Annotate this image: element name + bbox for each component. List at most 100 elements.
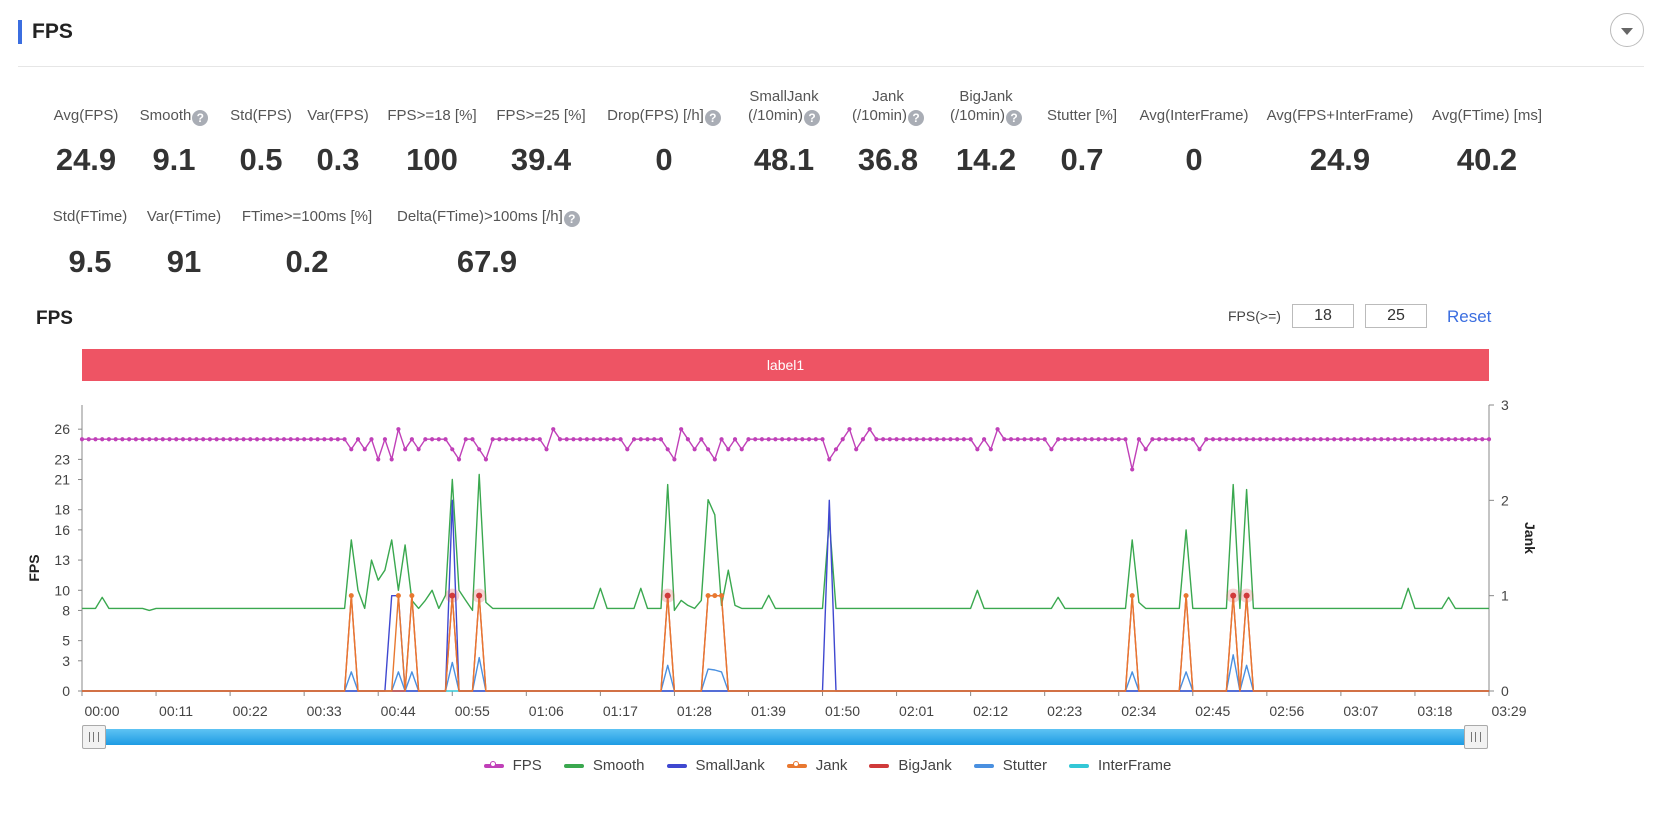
fps-point [86,437,91,442]
fps-point [362,447,367,452]
fps-point [921,437,926,442]
zoom-slider-track[interactable] [85,729,1485,745]
legend-label: Jank [815,757,848,774]
fps-point [746,437,751,442]
help-icon[interactable]: ? [704,110,721,126]
fps-point [1305,437,1310,442]
help-icon[interactable]: ? [804,110,820,126]
fps-point [1015,437,1020,442]
fps-point [254,437,260,442]
grip-icon [89,732,99,742]
fps-point [1069,437,1074,442]
fps-point [167,437,172,442]
jank-point [719,593,725,599]
fps-threshold-input-2[interactable]: 25 [1365,304,1427,328]
legend-label: FPS [512,757,542,774]
legend-item-jank[interactable]: Jank [786,757,848,774]
legend-item-fps[interactable]: FPS [483,757,542,774]
bigjank-point [1243,592,1250,599]
left-axis-title: FPS [26,554,42,581]
reset-link[interactable]: Reset [1447,307,1492,326]
fps-point [705,447,711,452]
fps-point [355,437,361,442]
fps-point [598,437,603,442]
zoom-slider-right-handle[interactable] [1464,725,1488,749]
legend-swatch-icon [786,760,807,768]
zoom-slider-left-handle[interactable] [82,725,106,749]
x-tick-label: 01:50 [825,703,860,719]
fps-point [470,437,475,442]
series-line-smalljank [82,499,1489,692]
fps-point [1204,437,1209,442]
legend-swatch-icon [1068,763,1089,768]
fps-point [127,437,132,442]
legend-item-bigjank[interactable]: BigJank [869,757,952,774]
fps-point [1089,437,1094,442]
metric-value: 48.1 [753,142,815,177]
metric-fps-25: FPS>=25 [%] 39.4 [451,106,631,177]
fps-point [1466,437,1471,442]
legend-item-stutter[interactable]: Stutter [973,757,1047,774]
fps-point [780,437,785,442]
legend-item-smooth[interactable]: Smooth [563,757,645,774]
fps-point [739,447,744,452]
metric-label: BigJank (/10min)? [896,87,1076,126]
fps-point [477,447,482,452]
fps-point [1056,437,1061,442]
label-band[interactable]: label1 [82,349,1489,381]
metric-var-fps: Var(FPS) 0.3 [248,106,428,177]
right-tick-label: 2 [1501,492,1509,508]
fps-point [618,437,623,442]
metric-value: 0.7 [1060,142,1104,177]
fps-point [753,437,758,442]
fps-point [497,437,502,442]
metric-label-text: Std(FTime) [52,208,128,225]
fps-point [591,437,596,442]
help-icon[interactable]: ? [1006,110,1022,126]
fps-point [207,437,213,442]
fps-point [1345,437,1350,442]
series-line-smooth [82,473,1489,612]
metric-drop-fps-h: Drop(FPS) [/h]? 0 [574,106,754,177]
legend-item-interframe[interactable]: InterFrame [1068,757,1171,774]
help-icon[interactable]: ? [192,110,209,126]
help-icon[interactable]: ? [563,211,580,227]
fps-point [1264,437,1269,442]
fps-point [483,457,489,462]
section-title: FPS [32,20,73,43]
fps-point [1433,437,1438,442]
left-tick-label: 13 [54,552,70,568]
right-tick-label: 0 [1501,683,1509,699]
fps-point [840,437,845,442]
fps-point [382,437,388,442]
bigjank-point [1230,592,1237,599]
fps-point [403,447,408,452]
x-tick-label: 01:28 [677,703,712,719]
legend-item-smalljank[interactable]: SmallJank [666,757,765,774]
fps-point [854,447,859,452]
fps-point [234,437,239,442]
fps-point [342,437,347,442]
fps-point [268,437,273,442]
fps-point [1042,437,1047,442]
fps-point [322,437,327,442]
fps-point [584,437,590,442]
fps-threshold-input-1[interactable]: 18 [1292,304,1354,328]
metric-label-text: FPS>=25 [%] [496,107,586,124]
help-icon[interactable]: ? [908,110,924,126]
fps-point [308,437,313,442]
collapse-button[interactable] [1610,13,1644,47]
metric-label-text: Smooth [139,107,192,124]
section-accent-bar [18,20,22,44]
fps-point [1332,437,1337,442]
metric-value: 24.9 [55,142,117,177]
fps-point [968,437,973,442]
metric-avg-ftime-ms: Avg(FTime) [ms] 40.2 [1397,106,1577,177]
fps-point [672,457,677,462]
fps-point [759,437,765,442]
fps-point [1002,437,1007,442]
metric-value: 9.5 [68,244,112,279]
fps-point [1365,437,1370,442]
fps-point [1406,437,1411,442]
